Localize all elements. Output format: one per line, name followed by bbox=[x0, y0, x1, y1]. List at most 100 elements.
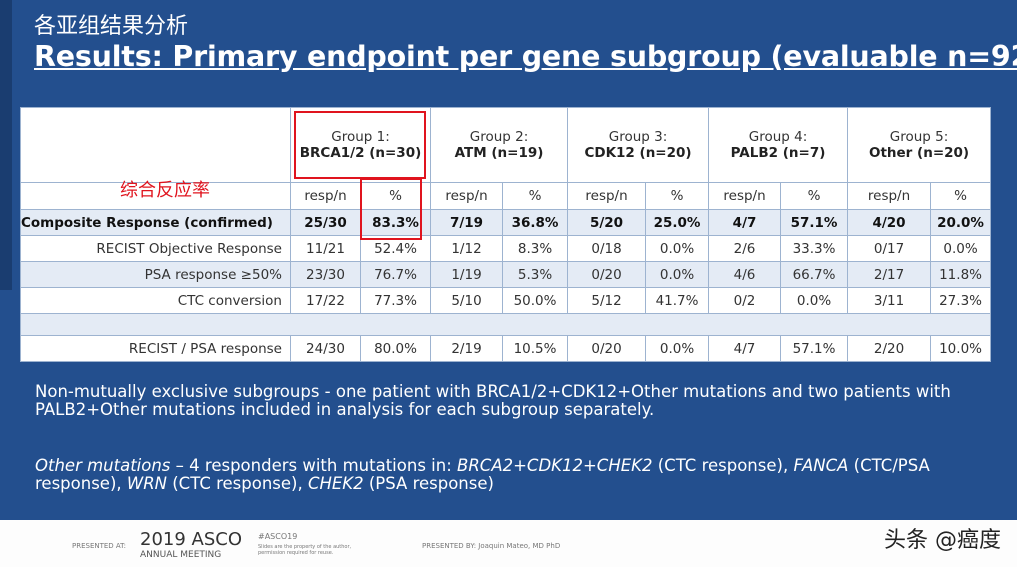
group-header: Group 2: ATM (n=19) bbox=[430, 107, 569, 183]
cell: 1/12 bbox=[430, 235, 504, 262]
subheader-row: resp/n% resp/n% resp/n% resp/n% resp/n% bbox=[20, 182, 992, 210]
cell: 41.7% bbox=[645, 287, 710, 314]
group-header: Group 4: PALB2 (n=7) bbox=[708, 107, 849, 183]
cell: 4/6 bbox=[708, 261, 782, 288]
group-name: Group 3: bbox=[608, 129, 668, 145]
cell: 4/7 bbox=[708, 335, 782, 362]
table-row: Composite Response (confirmed) 25/30 83.3%… bbox=[20, 209, 992, 236]
group-name: Group 1: bbox=[331, 129, 390, 145]
watermark: 头条 @癌度 bbox=[884, 528, 1001, 553]
note-text: CHEK2 bbox=[307, 474, 364, 493]
cell: 4/7 bbox=[708, 209, 782, 236]
group-header: Group 5: Other (n=20) bbox=[847, 107, 992, 183]
subheader: % bbox=[645, 182, 710, 210]
note-text: (CTC response), bbox=[652, 456, 794, 475]
cell: 77.3% bbox=[359, 287, 432, 314]
subheader: resp/n bbox=[567, 182, 647, 210]
corner-cell bbox=[20, 107, 291, 183]
row-label: PSA response ≥50% bbox=[20, 261, 291, 288]
cell: 17/22 bbox=[290, 287, 361, 314]
note: Other mutations – 4 responders with muta… bbox=[35, 457, 985, 493]
spacer-row bbox=[19, 313, 992, 336]
row-label: RECIST Objective Response bbox=[20, 235, 291, 262]
cell: 11/21 bbox=[290, 235, 361, 262]
note-text: (CTC response), bbox=[167, 474, 308, 493]
hashtag: #ASCO19 bbox=[258, 532, 298, 541]
table-row: RECIST Objective Response 11/21 52.4% 1/12 8… bbox=[20, 235, 992, 262]
note-text: – 4 responders with mutations in: bbox=[170, 456, 458, 475]
footer: PRESENTED AT: 2019 ASCO ANNUAL MEETING #… bbox=[0, 520, 1017, 567]
group-row: Group 1: BRCA1/2 (n=30) Group 2: ATM (n=19)… bbox=[20, 107, 992, 183]
cell: 0.0% bbox=[645, 261, 710, 288]
group-gene: Other (n=20) bbox=[868, 145, 970, 161]
group-gene: BRCA1/2 (n=30) bbox=[299, 145, 422, 161]
note-text: Non-mutually exclusive subgroups - one p… bbox=[35, 382, 951, 419]
cell: 50.0% bbox=[502, 287, 569, 314]
meeting: 2019 ASCO bbox=[140, 529, 243, 550]
note-text: (CTC/PSA response), bbox=[35, 456, 930, 493]
cell: 66.7% bbox=[780, 261, 849, 288]
cell: 27.3% bbox=[930, 287, 992, 314]
cell: 0.0% bbox=[645, 235, 710, 262]
row-label: Composite Response (confirmed) bbox=[20, 209, 291, 236]
note-text: FANCA bbox=[793, 456, 849, 475]
group-name: Group 4: bbox=[748, 129, 808, 145]
note: Non-mutually exclusive subgroups - one p… bbox=[35, 383, 985, 419]
group-name: Group 5: bbox=[889, 129, 949, 145]
group-header: Group 3: CDK12 (n=20) bbox=[567, 107, 710, 183]
presented-at: PRESENTED AT: bbox=[72, 542, 127, 550]
note-text: Other mutations bbox=[35, 456, 171, 475]
cell: 0.0% bbox=[930, 235, 992, 262]
cell: 10.5% bbox=[502, 335, 569, 362]
results-table: Group 1: BRCA1/2 (n=30) Group 2: ATM (n=19)… bbox=[19, 107, 992, 362]
subheader: % bbox=[359, 182, 432, 210]
cell: 36.8% bbox=[502, 209, 569, 236]
group-gene: CDK12 (n=20) bbox=[584, 145, 692, 161]
header-label: 各亚组结果分析 bbox=[34, 14, 189, 39]
cell: 25/30 bbox=[290, 209, 361, 236]
cell: 0/20 bbox=[567, 261, 647, 288]
cell: 23/30 bbox=[290, 261, 361, 288]
cell: 5/12 bbox=[567, 287, 647, 314]
cell: 0/20 bbox=[567, 335, 647, 362]
subheader: resp/n bbox=[430, 182, 504, 210]
cell: 0/2 bbox=[708, 287, 782, 314]
table-row: CTC conversion 17/22 77.3% 5/10 50.0% 5/12 41.… bbox=[20, 287, 992, 314]
annotation: 综合反应率 bbox=[120, 180, 210, 201]
table-row: PSA response ≥50% 23/30 76.7% 1/19 5.3% 0/20 0… bbox=[20, 261, 992, 288]
cell: 57.1% bbox=[780, 209, 849, 236]
note-text: WRN bbox=[126, 474, 167, 493]
cell: 83.3% bbox=[359, 209, 432, 236]
presented-by: PRESENTED BY: Joaquin Mateo, MD PhD bbox=[422, 542, 561, 550]
subheader: % bbox=[930, 182, 992, 210]
cell: 0.0% bbox=[645, 335, 710, 362]
slides-note: Slides are the property of the author, p… bbox=[258, 544, 352, 556]
row-label: RECIST / PSA response bbox=[20, 335, 291, 362]
cell: 25.0% bbox=[645, 209, 710, 236]
edge-strip bbox=[0, 0, 12, 290]
cell: 2/19 bbox=[430, 335, 504, 362]
cell: 0/18 bbox=[567, 235, 647, 262]
meeting-sub: ANNUAL MEETING bbox=[140, 550, 222, 560]
cell: 10.0% bbox=[930, 335, 992, 362]
cell: 8.3% bbox=[502, 235, 569, 262]
cell: 80.0% bbox=[359, 335, 432, 362]
subheader: resp/n bbox=[847, 182, 932, 210]
table-row: RECIST / PSA response 24/30 80.0% 2/19 10.5%… bbox=[20, 335, 992, 362]
spacer-cell bbox=[19, 313, 992, 336]
cell: 2/17 bbox=[847, 261, 932, 288]
cell: 11.8% bbox=[930, 261, 992, 288]
group-header: Group 1: BRCA1/2 (n=30) bbox=[289, 107, 432, 183]
cell: 5/10 bbox=[430, 287, 504, 314]
cell: 4/20 bbox=[847, 209, 932, 236]
note-text: BRCA2+CDK12+CHEK2 bbox=[457, 456, 653, 475]
slide-title: Results: Primary endpoint per gene subgr… bbox=[34, 40, 1017, 73]
cell: 0.0% bbox=[780, 287, 849, 314]
subheader: resp/n bbox=[290, 182, 361, 210]
group-name: Group 2: bbox=[469, 129, 529, 145]
cell: 7/19 bbox=[430, 209, 504, 236]
cell: 1/19 bbox=[430, 261, 504, 288]
subheader: % bbox=[780, 182, 849, 210]
cell: 76.7% bbox=[359, 261, 432, 288]
